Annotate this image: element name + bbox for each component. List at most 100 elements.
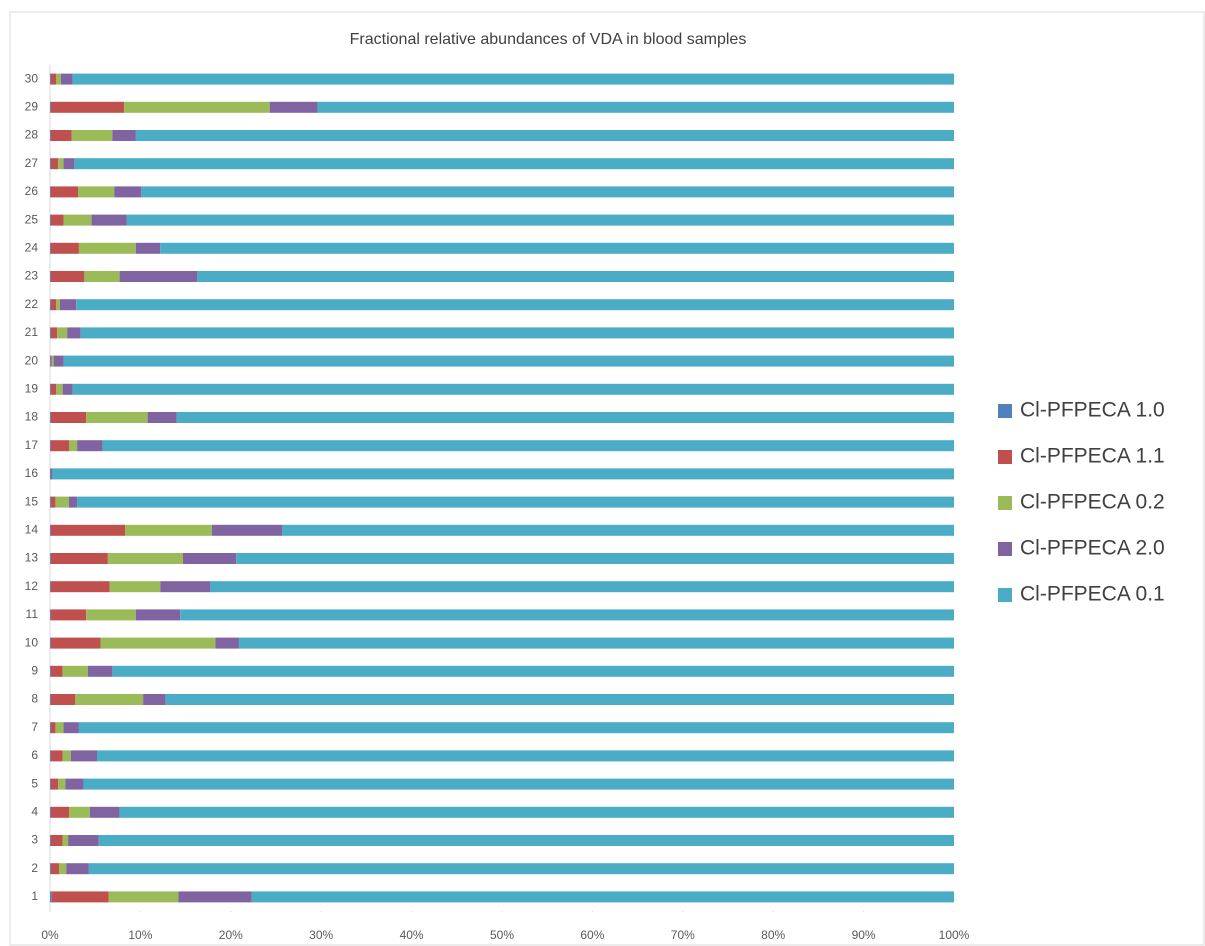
- bar-segment: [78, 186, 115, 198]
- bar-segment: [56, 299, 60, 311]
- bar-segment: [50, 806, 51, 818]
- y-tick-label: 13: [25, 551, 39, 565]
- y-tick-label: 23: [25, 269, 39, 283]
- bar-segment: [59, 863, 67, 875]
- bar-segment: [50, 581, 110, 593]
- bar-segment: [55, 722, 64, 734]
- bar-segment: [135, 130, 954, 141]
- bar-segment: [74, 158, 954, 170]
- bar-segment: [176, 412, 954, 423]
- bar-segment: [98, 835, 955, 846]
- bar-segment: [76, 299, 954, 311]
- bar-segment: [160, 581, 211, 593]
- y-tick-label: 30: [25, 71, 39, 85]
- x-tick-label: 90%: [852, 928, 876, 942]
- bar-segment: [63, 355, 955, 367]
- bar-segment: [50, 130, 51, 141]
- bar-segment: [125, 524, 212, 536]
- bar-segment: [60, 73, 73, 85]
- bar-segment: [135, 609, 181, 621]
- bar-segment: [124, 101, 270, 113]
- bar-segment: [50, 863, 60, 875]
- bar-segment: [50, 440, 69, 452]
- bar-segment: [50, 665, 51, 677]
- bar-segment: [282, 524, 954, 536]
- bar-segment: [51, 891, 109, 903]
- bar-segment: [57, 327, 68, 339]
- y-tick-label: 19: [25, 381, 39, 395]
- x-tick-label: 40%: [400, 928, 424, 942]
- x-tick-label: 20%: [219, 928, 243, 942]
- bar-segment: [53, 355, 64, 367]
- bar-segment: [50, 101, 125, 113]
- bar-segment: [112, 130, 136, 141]
- bar-segment: [180, 609, 954, 621]
- bar-segment: [107, 553, 183, 564]
- legend-swatch: [998, 404, 1012, 418]
- bar-segment: [50, 101, 51, 113]
- bar-segment: [50, 73, 57, 85]
- x-tick-label: 50%: [490, 928, 514, 942]
- bar-segment: [56, 73, 61, 85]
- y-tick-label: 12: [25, 579, 39, 593]
- bar-segment: [86, 609, 136, 621]
- bar-segment: [56, 383, 63, 395]
- bar-segment: [119, 271, 198, 282]
- bar-segment: [109, 581, 161, 593]
- bar-segment: [210, 581, 954, 593]
- bar-segment: [78, 242, 136, 254]
- bar-segment: [63, 722, 79, 734]
- bar-segment: [62, 383, 73, 395]
- bar-segment: [50, 355, 51, 367]
- bar-segment: [141, 186, 954, 198]
- bar-segment: [50, 553, 108, 564]
- bar-segment: [68, 806, 90, 818]
- bar-segment: [50, 130, 72, 141]
- bar-segment: [77, 440, 103, 452]
- bar-segment: [67, 327, 81, 339]
- bar-segment: [269, 101, 318, 113]
- bar-segment: [50, 214, 64, 226]
- x-tick-label: 80%: [761, 928, 785, 942]
- legend-label: Cl-PFPECA 1.1: [1020, 445, 1165, 468]
- bar-segment: [63, 214, 92, 226]
- legend-swatch: [998, 542, 1012, 556]
- bar-segment: [50, 835, 51, 846]
- bar-segment: [50, 750, 63, 762]
- bar-segment: [62, 750, 71, 762]
- y-tick-label: 9: [31, 663, 38, 677]
- bar-segment: [135, 242, 161, 254]
- bar-segment: [50, 722, 51, 734]
- bar-segment: [50, 186, 79, 198]
- bar-segment: [50, 835, 63, 846]
- bar-segment: [114, 186, 142, 198]
- bar-segment: [50, 553, 51, 564]
- chart-title: Fractional relative abundances of VDA in…: [350, 31, 747, 48]
- bar-segment: [50, 468, 53, 480]
- bar-segment: [197, 271, 955, 282]
- bar-segment: [50, 665, 63, 677]
- bar-segment: [50, 327, 51, 339]
- bar-segment: [63, 158, 75, 170]
- legend-label: Cl-PFPECA 2.0: [1020, 537, 1165, 560]
- bar-segment: [236, 553, 954, 564]
- bar-segment: [91, 214, 127, 226]
- y-tick-label: 25: [25, 212, 39, 226]
- bar-segment: [59, 299, 77, 311]
- bar-segment: [50, 271, 85, 282]
- bar-segment: [50, 722, 56, 734]
- bar-segment: [66, 863, 89, 875]
- bar-segment: [160, 242, 955, 254]
- bar-segment: [58, 778, 66, 790]
- bar-segment: [50, 214, 51, 226]
- bar-segment: [108, 891, 179, 903]
- bar-segment: [50, 383, 51, 395]
- bar-segment: [75, 694, 144, 705]
- bar-segment: [178, 891, 252, 903]
- bar-segment: [100, 637, 216, 649]
- bar-segment: [50, 694, 76, 705]
- bar-segment: [147, 412, 177, 423]
- bar-segment: [102, 440, 954, 452]
- bar-segment: [58, 158, 64, 170]
